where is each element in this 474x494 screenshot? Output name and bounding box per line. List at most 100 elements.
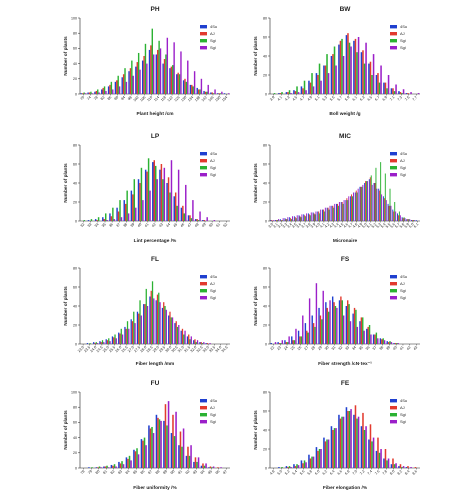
bar-4su-4.6 <box>345 200 347 221</box>
bar-4su-33 <box>87 220 90 221</box>
x-tick-label: 31 <box>331 345 337 351</box>
bar-sgi-85 <box>136 448 138 468</box>
bar-aj-26 <box>299 336 301 344</box>
bar-sgi-32.0 <box>195 342 197 344</box>
bar-sgi-29.5 <box>165 309 167 344</box>
bar-4su-118 <box>162 63 164 94</box>
bar-sgi-82 <box>115 466 117 468</box>
bar-4su-27.0 <box>130 319 132 344</box>
bar-4su-5.0 <box>278 467 280 468</box>
bar-4su-5.9 <box>345 35 348 94</box>
bar-aj-74 <box>88 92 91 94</box>
x-tick-label: 5.4 <box>292 469 298 475</box>
bar-4su-5.6 <box>300 460 303 468</box>
bar-aj-30.0 <box>169 311 171 344</box>
x-tick-label: 4.6 <box>343 222 349 228</box>
x-tick-label: 29 <box>317 345 323 351</box>
bar-4su-27.5 <box>136 311 139 344</box>
bar-sgi-130 <box>185 81 188 94</box>
bar-4su-32.0 <box>193 340 195 344</box>
legend-label: 4Su <box>210 398 217 403</box>
x-tick-label: 47 <box>187 222 193 228</box>
bar-aj-4.3 <box>332 205 334 221</box>
bar-sgi-8.0 <box>393 464 396 468</box>
bar-4su-93 <box>193 461 195 468</box>
bar-sgi-5.0 <box>281 467 283 468</box>
bar-sgi-84 <box>128 455 131 468</box>
bar-sgi-5.1 <box>370 175 372 221</box>
bar-aj-32 <box>340 296 342 344</box>
bar-aj-3.6 <box>299 216 301 221</box>
bar-sgi-24 <box>288 336 290 344</box>
y-tick-label: 40 <box>73 181 77 185</box>
y-tick-label: 40 <box>73 304 77 308</box>
y-tick-label: 60 <box>73 285 77 289</box>
bar-sgi-4.5 <box>343 200 345 221</box>
panel-title: PH <box>150 6 159 13</box>
x-tick-label: 6.4 <box>329 469 335 475</box>
bar-4su-6.1 <box>415 220 417 221</box>
bar-sgi-26 <box>300 336 303 344</box>
y-tick-label: 20 <box>263 447 267 451</box>
bar-sgi-4.8 <box>356 192 358 221</box>
legend-swatch-aj <box>200 32 207 36</box>
bar-sgi-36 <box>113 219 116 221</box>
bar-4su-102 <box>135 66 137 94</box>
bar-sgi-4.6 <box>348 196 350 221</box>
bar-sgi-38 <box>127 213 130 221</box>
bar-aj-48 <box>196 219 198 221</box>
bar-sgi-45 <box>176 205 178 221</box>
bar-sgi-29.0 <box>159 302 161 344</box>
bar-aj-150 <box>218 93 220 94</box>
bar-aj-5.8 <box>309 458 312 468</box>
y-tick-label: 60 <box>263 409 267 413</box>
bar-sgi-33 <box>349 321 352 344</box>
bar-sgi-4.1 <box>324 207 326 221</box>
x-tick-label: 98 <box>127 95 133 101</box>
bar-sgi-6.3 <box>363 63 366 94</box>
x-tick-label: 5.9 <box>344 95 350 101</box>
bar-sgi-79 <box>91 467 93 468</box>
bar-aj-36 <box>110 216 113 221</box>
bar-sgi-4.5 <box>342 203 344 221</box>
x-tick-label: 6.5 <box>367 95 373 101</box>
legend-label: AJ <box>400 405 405 410</box>
x-tick-label: 5.1 <box>366 222 372 228</box>
bar-sgi-34 <box>356 326 359 344</box>
x-tick-label: 7.3 <box>397 95 403 101</box>
bar-4su-28 <box>311 315 313 344</box>
bar-sgi-36 <box>368 325 371 344</box>
legend-label: 4Su <box>400 151 407 156</box>
bar-sgi-39 <box>135 207 137 221</box>
bar-sgi-4.9 <box>361 186 363 221</box>
y-tick-label: 20 <box>263 73 267 77</box>
bar-aj-35 <box>360 317 363 344</box>
bar-sgi-30.5 <box>176 326 179 344</box>
x-tick-label: 134 <box>187 95 194 102</box>
x-tick-label: 23 <box>276 345 282 351</box>
x-tick-label: 5.3 <box>375 222 381 228</box>
bar-sgi-3.4 <box>292 216 294 221</box>
legend-label: Sgi <box>400 288 406 293</box>
x-tick-label: 25 <box>290 345 296 351</box>
bar-4su-5.4 <box>293 464 295 468</box>
x-tick-label: 7.7 <box>412 95 418 101</box>
bar-aj-4.4 <box>337 203 338 221</box>
x-tick-label: 32 <box>80 222 86 228</box>
bar-4su-6.7 <box>375 75 378 94</box>
bar-sgi-3.4 <box>291 219 293 221</box>
bar-4su-80 <box>95 467 98 468</box>
bar-sgi-4.3 <box>334 203 336 221</box>
bar-sgi-28.5 <box>153 298 155 344</box>
bar-sgi-3.1 <box>277 219 279 221</box>
legend-swatch-sgi <box>200 173 207 177</box>
bar-aj-90 <box>116 80 118 94</box>
x-tick-label: 5.3 <box>322 95 328 101</box>
bar-aj-134 <box>191 84 193 94</box>
x-tick-label: 3.1 <box>272 222 278 228</box>
bar-sgi-26.0 <box>121 334 124 344</box>
bar-aj-6.0 <box>317 450 319 468</box>
bar-aj-83 <box>119 463 122 468</box>
bar-sgi-82 <box>113 464 116 468</box>
